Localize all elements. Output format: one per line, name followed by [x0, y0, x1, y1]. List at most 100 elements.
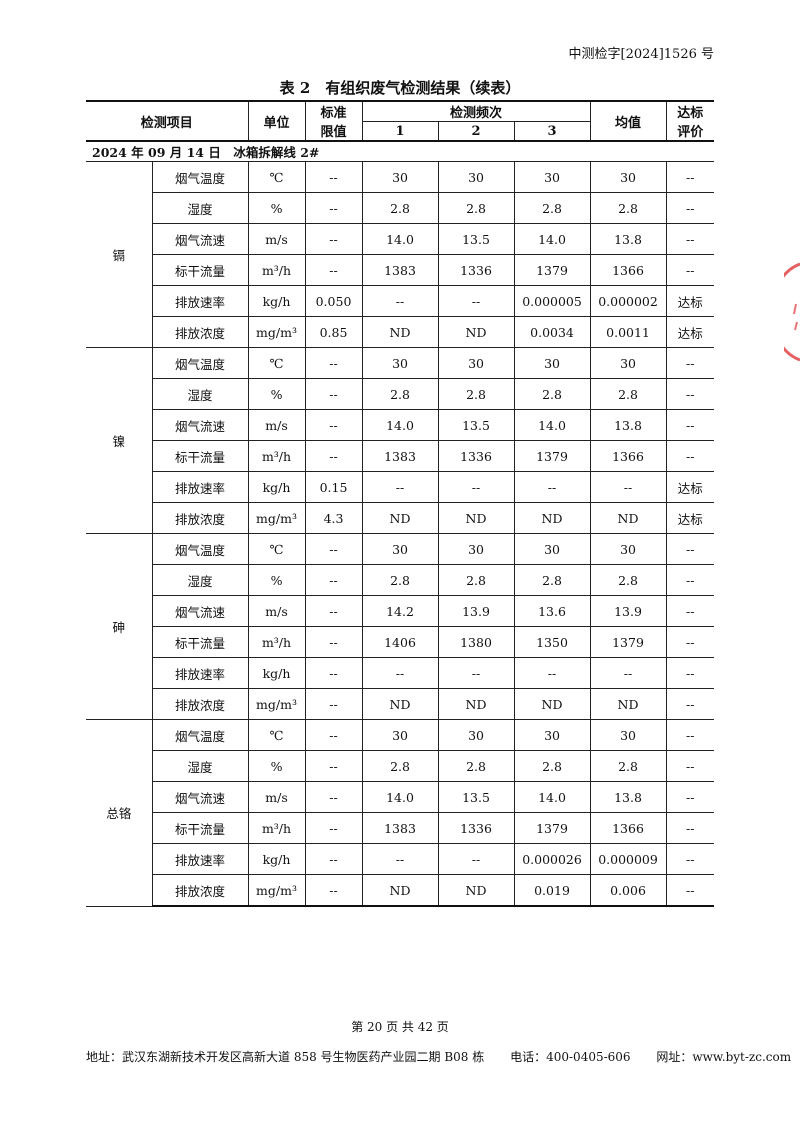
- cell-unit: mg/m³: [247, 316, 306, 348]
- cell-unit: kg/h: [247, 471, 306, 503]
- footer-phone: 电话：400-0405-606: [510, 1050, 631, 1064]
- table-row: 排放速率 kg/h -- -- -- 0.000026 0.000009 --: [86, 843, 715, 875]
- cell-value-1: --: [361, 657, 439, 689]
- cell-value-3: 2.8: [513, 378, 591, 410]
- cell-value-2: 1380: [437, 626, 515, 658]
- cell-value-1: 2.8: [361, 564, 439, 596]
- cell-value-1: 2.8: [361, 750, 439, 782]
- cell-value-3: 1350: [513, 626, 591, 658]
- cell-value-1: 30: [361, 161, 439, 193]
- cell-value-1: ND: [361, 688, 439, 720]
- header-unit: 单位: [247, 100, 306, 142]
- header-item: 检测项目: [86, 100, 249, 142]
- cell-limit: --: [304, 254, 363, 286]
- results-table: 检测项目 单位 标准 限值 检测频次 均值 达标 评价 1 2 3 2024 年…: [86, 100, 715, 907]
- cell-value-2: 2.8: [437, 750, 515, 782]
- cell-item: 标干流量: [152, 626, 249, 658]
- cell-unit: ℃: [247, 161, 306, 193]
- cell-average: 1366: [589, 254, 667, 286]
- cell-value-3: 14.0: [513, 781, 591, 813]
- table-row: 烟气流速 m/s -- 14.0 13.5 14.0 13.8 --: [86, 409, 715, 441]
- cell-value-3: 14.0: [513, 409, 591, 441]
- cell-average: --: [589, 471, 667, 503]
- cell-limit: 4.3: [304, 502, 363, 534]
- cell-average: 2.8: [589, 564, 667, 596]
- cell-unit: ℃: [247, 533, 306, 565]
- cell-item: 标干流量: [152, 440, 249, 472]
- cell-average: 0.000002: [589, 285, 667, 317]
- cell-evaluation: --: [665, 719, 715, 751]
- cell-limit: --: [304, 440, 363, 472]
- cell-limit: --: [304, 812, 363, 844]
- table-row: 标干流量 m³/h -- 1383 1336 1379 1366 --: [86, 440, 715, 472]
- cell-item: 烟气温度: [151, 347, 249, 379]
- cell-average: 1379: [589, 626, 667, 658]
- cell-item: 标干流量: [152, 812, 249, 844]
- cell-limit: --: [304, 688, 363, 720]
- cell-value-2: 2.8: [437, 192, 515, 224]
- footer-website: 网址：www.byt-zc.com: [656, 1050, 792, 1064]
- cell-unit: m³/h: [247, 626, 306, 658]
- footer-address: 地址：武汉东湖新技术开发区高新大道 858 号生物医药产业园二期 B08 栋: [86, 1050, 485, 1064]
- cell-evaluation: 达标: [665, 471, 715, 503]
- cell-value-2: ND: [437, 874, 515, 907]
- cell-average: 2.8: [589, 378, 667, 410]
- cell-value-3: --: [513, 471, 591, 503]
- cell-evaluation: --: [665, 781, 715, 813]
- cell-item: 排放浓度: [152, 316, 249, 348]
- cell-value-2: 2.8: [437, 378, 515, 410]
- cell-value-1: 14.0: [361, 409, 439, 441]
- cell-value-2: ND: [437, 502, 515, 534]
- table-row: 排放浓度 mg/m³ -- ND ND 0.019 0.006 --: [86, 874, 715, 907]
- footer-contact: 地址：武汉东湖新技术开发区高新大道 858 号生物医药产业园二期 B08 栋 电…: [86, 1048, 791, 1065]
- cell-average: 0.000009: [589, 843, 667, 875]
- cell-item: 烟气流速: [152, 409, 249, 441]
- cell-value-1: 14.0: [361, 223, 439, 255]
- cell-value-3: 30: [513, 347, 591, 379]
- table-row: 烟气流速 m/s -- 14.0 13.5 14.0 13.8 --: [86, 223, 715, 255]
- table-row: 湿度% -- 2.8 2.8 2.8 2.8 --: [86, 378, 715, 410]
- cell-value-1: 2.8: [361, 192, 439, 224]
- cell-value-1: --: [361, 843, 439, 875]
- cell-evaluation: --: [665, 843, 715, 875]
- cell-average: 0.006: [589, 874, 667, 907]
- header-freq-1: 1: [362, 121, 439, 142]
- cell-item: 烟气温度: [151, 719, 249, 751]
- seal-stamp: [784, 262, 800, 362]
- cell-value-1: 14.0: [361, 781, 439, 813]
- cell-unit: kg/h: [247, 285, 306, 317]
- cell-value-2: 30: [437, 161, 515, 193]
- cell-limit: --: [304, 161, 363, 193]
- cell-value-3: 13.6: [513, 595, 591, 627]
- cell-average: 13.8: [589, 223, 667, 255]
- header-average: 均值: [589, 100, 667, 142]
- seal-arc: [784, 262, 800, 362]
- cell-evaluation: --: [665, 688, 715, 720]
- cell-limit: --: [304, 719, 363, 751]
- cell-value-3: 0.000005: [513, 285, 591, 317]
- cell-value-1: 1383: [361, 440, 439, 472]
- pollutant-name: 镉: [86, 161, 153, 348]
- cell-average: 13.8: [589, 781, 667, 813]
- table-row: 镍烟气温度 ℃ -- 30 30 30 30 --: [86, 347, 715, 534]
- cell-value-3: 1379: [513, 812, 591, 844]
- cell-limit: --: [304, 223, 363, 255]
- cell-evaluation: 达标: [665, 502, 715, 534]
- cell-value-2: --: [437, 471, 515, 503]
- cell-average: 1366: [589, 812, 667, 844]
- cell-item: 烟气流速: [152, 781, 249, 813]
- cell-item: 标干流量: [152, 254, 249, 286]
- cell-unit: ℃: [247, 347, 306, 379]
- cell-value-3: 2.8: [513, 750, 591, 782]
- table-row: 湿度% -- 2.8 2.8 2.8 2.8 --: [86, 750, 715, 782]
- cell-value-2: --: [437, 657, 515, 689]
- cell-evaluation: --: [665, 440, 715, 472]
- cell-limit: --: [304, 409, 363, 441]
- cell-average: 0.0011: [589, 316, 667, 348]
- table-row: 总铬 烟气温度 ℃ -- 30 30 30 30 --: [86, 719, 715, 907]
- table-row: 镉烟气温度 ℃ -- 30 30 30 30 --: [86, 161, 715, 348]
- cell-average: ND: [589, 688, 667, 720]
- cell-limit: 0.15: [304, 471, 363, 503]
- cell-average: 30: [589, 719, 667, 751]
- cell-item: 湿度: [152, 192, 249, 224]
